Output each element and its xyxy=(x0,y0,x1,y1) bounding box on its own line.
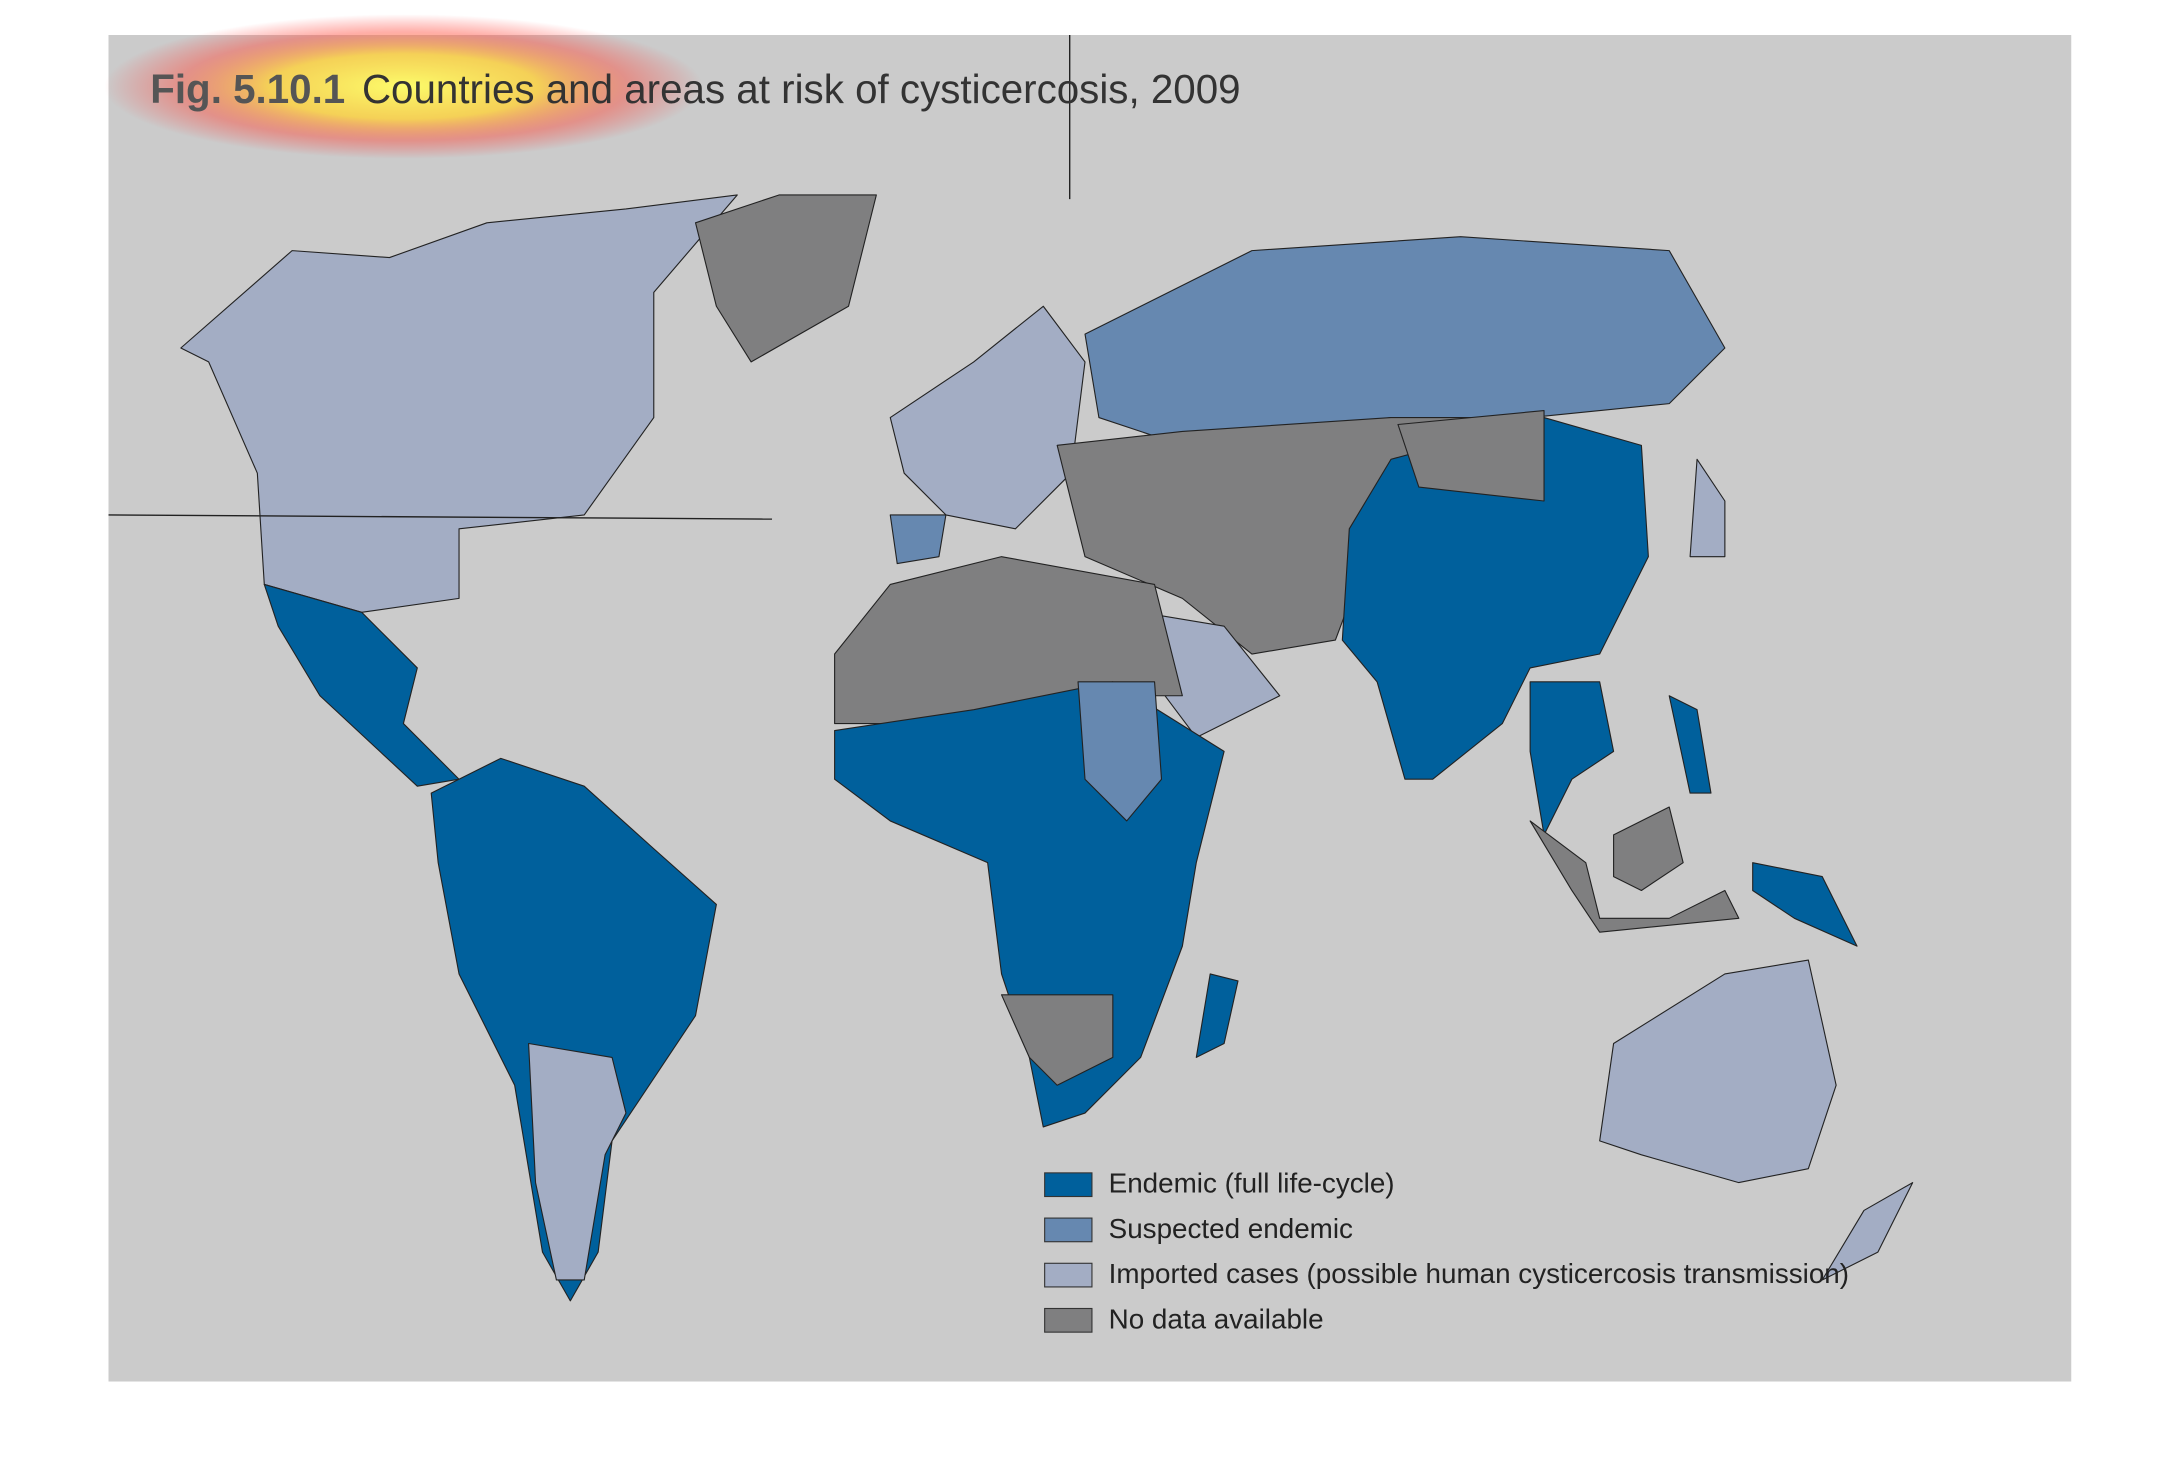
indonesia xyxy=(1529,820,1740,933)
southern-cone xyxy=(528,1042,627,1281)
legend: Endemic (full life-cycle) Suspected endem… xyxy=(1044,1168,1849,1334)
guide-line xyxy=(108,514,773,520)
greenland xyxy=(694,194,877,363)
legend-swatch xyxy=(1044,1262,1093,1288)
southern-africa xyxy=(1000,994,1114,1086)
papua xyxy=(1752,862,1858,947)
legend-label: No data available xyxy=(1109,1303,1324,1334)
legend-label: Suspected endemic xyxy=(1109,1213,1353,1244)
madagascar xyxy=(1195,973,1239,1058)
japan xyxy=(1689,458,1726,558)
highlight-glow xyxy=(104,14,703,159)
figure-number: Fig. 5.10.1 xyxy=(150,66,345,112)
borneo xyxy=(1613,806,1684,892)
north-america xyxy=(180,194,738,613)
legend-swatch xyxy=(1044,1307,1093,1333)
legend-label: Imported cases (possible human cysticerc… xyxy=(1109,1258,1849,1289)
southeast-asia xyxy=(1529,681,1615,836)
title-text: Countries and areas at risk of cysticerc… xyxy=(362,66,1241,112)
legend-label: Endemic (full life-cycle) xyxy=(1109,1168,1395,1199)
legend-swatch xyxy=(1044,1172,1093,1198)
legend-swatch xyxy=(1044,1217,1093,1243)
mongolia xyxy=(1397,410,1545,502)
new-zealand xyxy=(1821,1182,1914,1281)
philippines xyxy=(1668,695,1712,794)
sudan xyxy=(1077,681,1163,822)
australia xyxy=(1599,959,1837,1184)
figure-title: Fig. 5.10.1 Countries and areas at risk o… xyxy=(150,66,1240,112)
iberia xyxy=(889,514,947,565)
countries xyxy=(180,194,1914,1302)
